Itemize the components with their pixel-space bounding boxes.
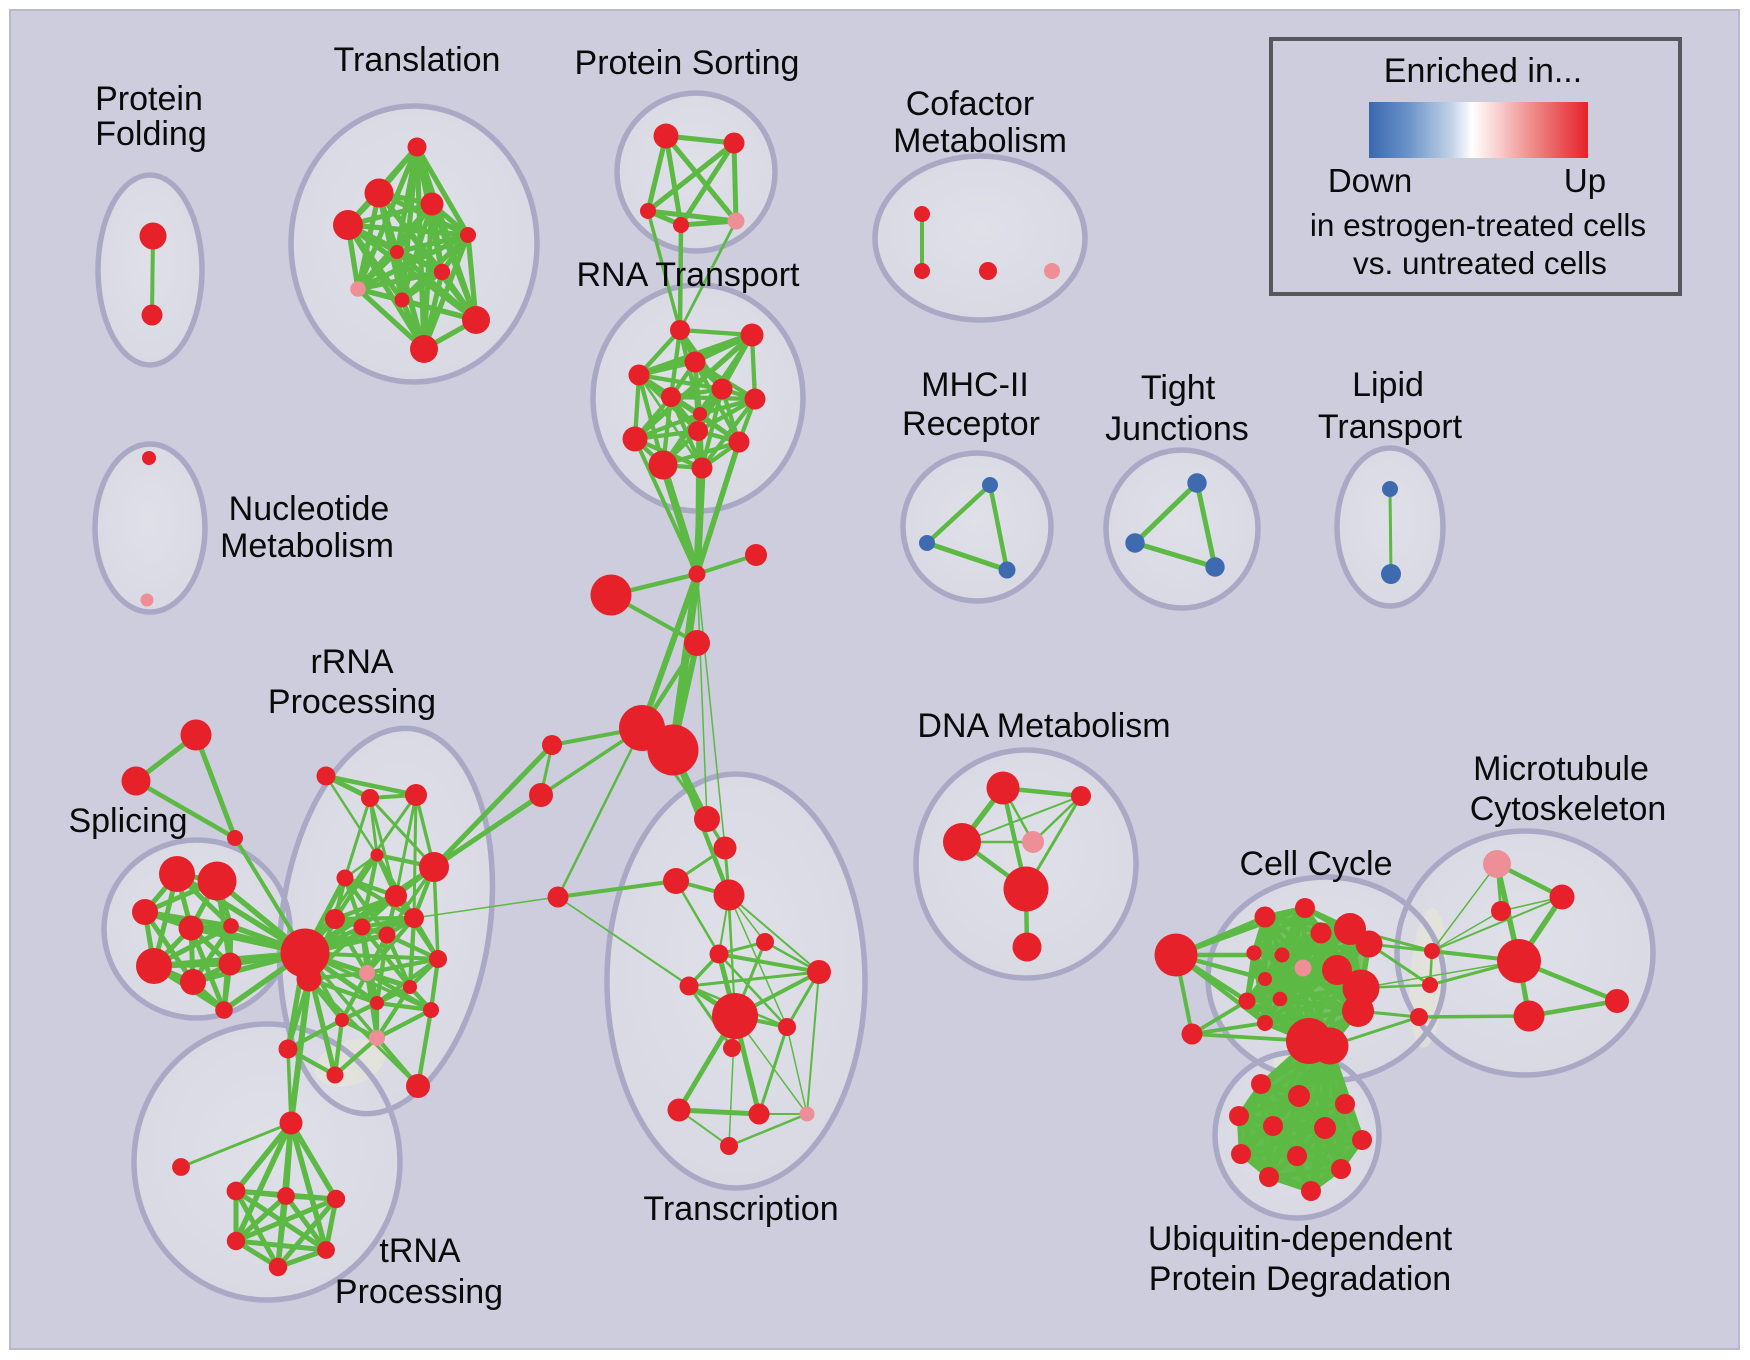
svg-text:tRNA: tRNA <box>379 1232 461 1270</box>
svg-text:Up: Up <box>1564 162 1606 199</box>
svg-text:Transcription: Transcription <box>643 1190 838 1228</box>
svg-text:RNA Transport: RNA Transport <box>577 256 801 294</box>
svg-text:Cell Cycle: Cell Cycle <box>1239 845 1392 883</box>
svg-text:Metabolism: Metabolism <box>220 527 394 565</box>
svg-text:Junctions: Junctions <box>1105 410 1249 448</box>
svg-text:Lipid: Lipid <box>1352 366 1424 404</box>
svg-text:Folding: Folding <box>95 115 207 153</box>
svg-text:Receptor: Receptor <box>902 405 1040 443</box>
svg-text:in estrogen-treated cells: in estrogen-treated cells <box>1310 207 1646 243</box>
svg-text:Protein Degradation: Protein Degradation <box>1149 1260 1451 1298</box>
svg-text:Splicing: Splicing <box>68 802 187 840</box>
svg-text:Protein: Protein <box>95 80 203 118</box>
svg-text:Down: Down <box>1328 162 1412 199</box>
svg-text:Cytoskeleton: Cytoskeleton <box>1470 790 1667 828</box>
svg-text:vs. untreated cells: vs. untreated cells <box>1353 245 1607 281</box>
svg-text:Processing: Processing <box>268 683 436 721</box>
svg-text:Protein Sorting: Protein Sorting <box>575 44 800 82</box>
svg-text:rRNA: rRNA <box>310 643 393 681</box>
svg-text:Tight: Tight <box>1141 369 1216 407</box>
svg-text:Translation: Translation <box>334 41 501 79</box>
svg-text:Enriched in...: Enriched in... <box>1384 52 1582 90</box>
svg-text:Microtubule: Microtubule <box>1473 750 1649 788</box>
svg-text:Processing: Processing <box>335 1273 503 1311</box>
svg-text:DNA Metabolism: DNA Metabolism <box>917 707 1170 745</box>
svg-text:Cofactor: Cofactor <box>906 85 1035 123</box>
svg-text:Nucleotide: Nucleotide <box>229 490 390 528</box>
svg-text:Metabolism: Metabolism <box>893 122 1067 160</box>
svg-text:Transport: Transport <box>1318 408 1463 446</box>
svg-text:MHC-II: MHC-II <box>921 366 1029 404</box>
svg-text:Ubiquitin-dependent: Ubiquitin-dependent <box>1148 1220 1453 1258</box>
